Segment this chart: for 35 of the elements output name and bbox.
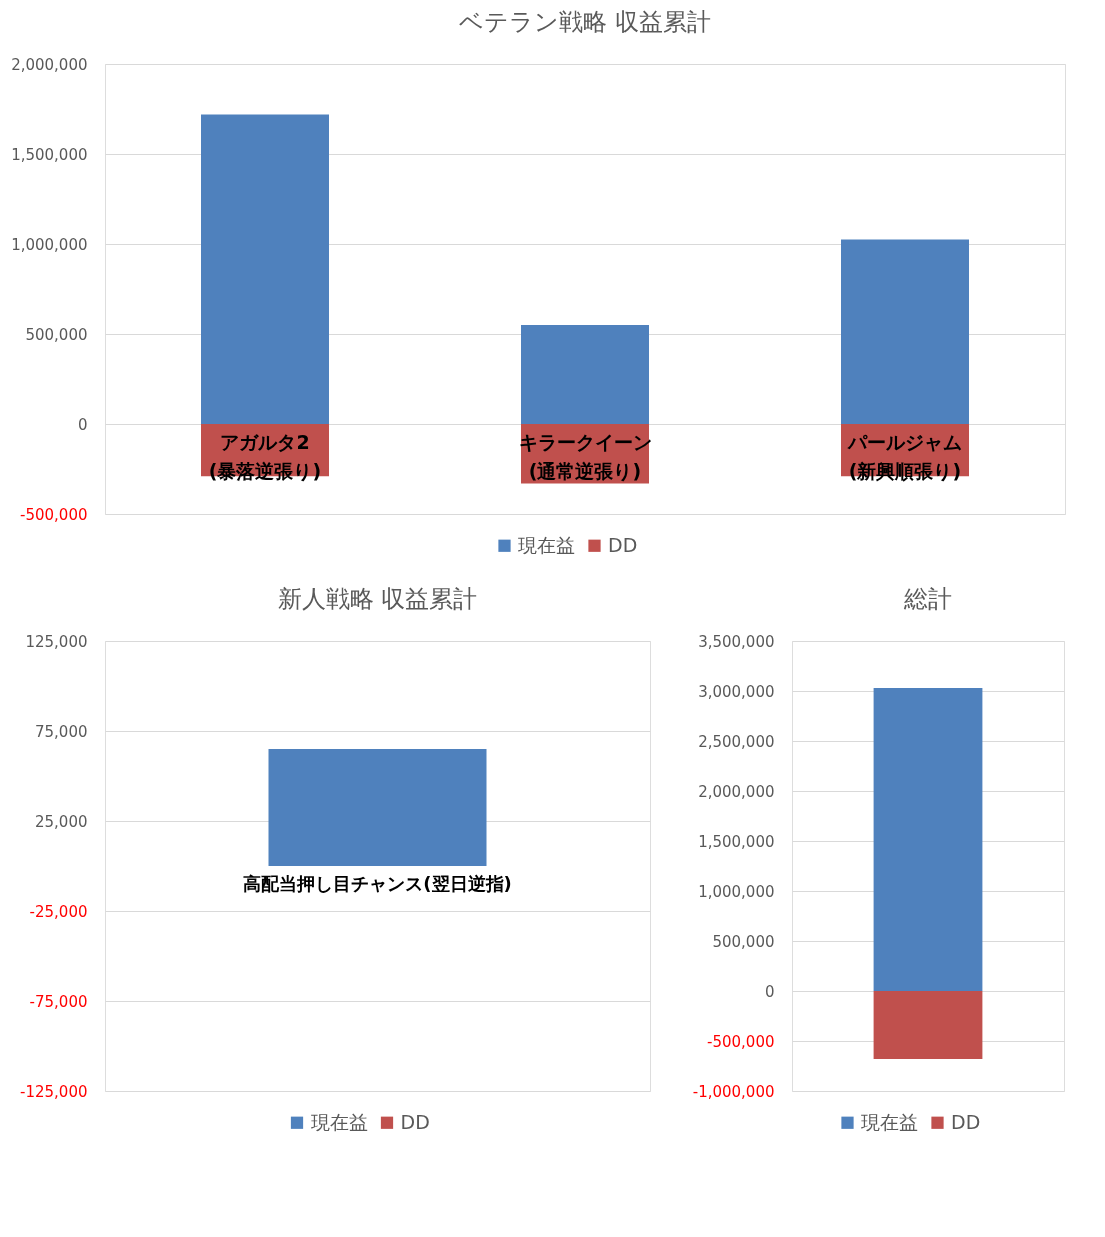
y-tick-label: 1,000,000 [698, 882, 775, 901]
y-tick-label: 25,000 [35, 812, 88, 831]
legend-label: 現在益 [518, 533, 575, 556]
y-tick-label: 1,500,000 [11, 145, 88, 164]
y-tick-label: -125,000 [20, 1082, 88, 1101]
y-tick-label: 125,000 [25, 632, 88, 651]
bar [521, 325, 649, 424]
y-tick-label: 75,000 [35, 722, 88, 741]
y-tick-label: -500,000 [20, 505, 88, 524]
bar [841, 239, 969, 424]
chart-title: 総計 [903, 585, 952, 613]
legend-label: 現在益 [861, 1110, 918, 1133]
chart-title: ベテラン戦略 収益累計 [459, 8, 711, 36]
y-tick-label: 1,500,000 [698, 832, 775, 851]
legend-label: 現在益 [310, 1110, 368, 1133]
y-tick-label: 3,500,000 [698, 632, 775, 651]
chart-title: 新人戦略 収益累計 [277, 585, 478, 613]
y-tick-label: 2,000,000 [698, 782, 775, 801]
y-tick-label: -500,000 [707, 1032, 775, 1051]
legend-label: DD [951, 1110, 981, 1133]
y-tick-label: -75,000 [29, 992, 88, 1011]
y-tick-label: -25,000 [29, 902, 88, 921]
legend-label: DD [608, 533, 638, 556]
y-tick-label: -1,000,000 [692, 1082, 775, 1101]
legend-label: DD [400, 1110, 430, 1133]
y-tick-label: 0 [764, 982, 775, 1001]
y-tick-label: 3,000,000 [698, 682, 775, 701]
x-tick-label: 高配当押し目チャンス(翌日逆指) [243, 873, 512, 894]
y-tick-label: 2,500,000 [698, 732, 775, 751]
y-tick-label: 0 [77, 415, 88, 434]
y-tick-label: 500,000 [25, 325, 88, 344]
bar [201, 114, 329, 424]
y-tick-label: 500,000 [712, 932, 775, 951]
y-tick-label: 2,000,000 [11, 55, 88, 74]
y-tick-label: 1,000,000 [11, 235, 88, 254]
